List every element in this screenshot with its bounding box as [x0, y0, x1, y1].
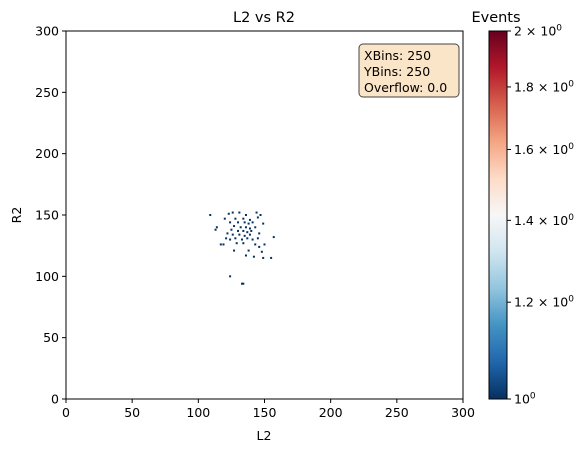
heatmap-cell: [230, 228, 233, 231]
colorbar-gradient: [489, 31, 507, 399]
heatmap-cell: [229, 221, 232, 224]
heatmap-cell: [258, 232, 261, 235]
info-box-background: [358, 43, 460, 98]
heatmap-cell: [233, 225, 236, 228]
heatmap-cell: [235, 242, 238, 245]
heatmap-cell: [229, 238, 232, 241]
colorbar-label: Events: [471, 10, 520, 26]
heatmap-cell: [242, 217, 245, 220]
chart-title: L2 vs R2: [233, 10, 295, 26]
heatmap-cell: [222, 243, 225, 246]
heatmap-cell: [229, 275, 232, 278]
heatmap-cell: [259, 214, 262, 216]
heatmap-cell: [227, 212, 230, 215]
y-tick-label: 200: [35, 146, 59, 161]
colorbar-tick-label: 1.2 × 100: [514, 295, 574, 310]
x-axis: 0 50 100 150 200 250 300: [62, 399, 475, 420]
heatmap-cell: [248, 218, 251, 221]
heatmap-cell: [231, 233, 234, 236]
heatmap-cell: [239, 226, 242, 229]
x-tick-label: 300: [451, 405, 475, 420]
x-tick-label: 100: [186, 405, 210, 420]
heatmap-cell: [242, 282, 245, 285]
heatmap-cell: [244, 214, 247, 216]
heatmap-cell: [255, 211, 258, 214]
heatmap-cell: [243, 234, 246, 237]
heatmap-cell: [247, 249, 250, 252]
info-line-overflow: Overflow: 0.0: [364, 80, 447, 95]
heatmap-cell: [254, 243, 257, 246]
heatmap-cell: [243, 221, 246, 224]
heatmap-cell: [223, 217, 226, 220]
heatmap-cell: [238, 233, 241, 236]
heatmap-cell: [256, 216, 259, 219]
heatmap-cell: [251, 221, 254, 224]
heatmap-cell: [209, 214, 212, 216]
y-tick-label: 300: [35, 24, 59, 39]
colorbar-ticks: 100 1.2 × 100 1.4 × 100 1.6 × 100 1.8 × 100 2…: [507, 24, 574, 407]
heatmap-cell: [219, 243, 222, 246]
heatmap-cell: [252, 255, 255, 258]
heatmap-cell: [242, 229, 245, 232]
heatmap-cell: [263, 243, 266, 246]
heatmap-cell: [244, 226, 247, 229]
heatmap-cell: [225, 237, 228, 240]
info-line-xbins: XBins: 250: [364, 48, 431, 63]
heatmap-cell: [270, 256, 273, 259]
x-tick-label: 250: [385, 405, 409, 420]
heatmap-cell: [262, 222, 265, 225]
x-tick-label: 200: [319, 405, 343, 420]
heatmap-cell: [241, 282, 243, 285]
heatmap-cell: [237, 221, 240, 224]
y-tick-label: 0: [51, 392, 59, 407]
colorbar-tick-label: 100: [514, 392, 536, 407]
y-tick-label: 250: [35, 85, 59, 100]
heatmap-cell: [246, 231, 249, 234]
y-tick-label: 50: [43, 330, 59, 345]
heatmap-cell: [272, 236, 275, 239]
heatmap-cell: [248, 227, 251, 230]
heatmap-cell: [251, 238, 254, 241]
heatmap-cell: [238, 211, 241, 214]
y-axis-label: R2: [9, 207, 24, 224]
heatmap-cell: [234, 217, 237, 220]
colorbar-tick-label: 2 × 100: [514, 24, 562, 39]
heatmap-cell: [262, 256, 265, 259]
heatmap-cell: [231, 211, 234, 214]
colorbar-tick-label: 1.6 × 100: [514, 142, 574, 157]
colorbar-tick-label: 1.8 × 100: [514, 79, 574, 94]
heatmap-cells: [209, 211, 275, 285]
colorbar-tick-label: 1.4 × 100: [514, 213, 574, 228]
y-tick-label: 100: [35, 269, 59, 284]
y-axis: 0 50 100 150 200 250 300: [35, 24, 66, 407]
heatmap-cell: [260, 250, 263, 253]
heatmap-cell: [214, 228, 217, 231]
heatmap-cell: [250, 229, 253, 232]
heatmap-cell: [256, 237, 259, 240]
x-tick-label: 150: [253, 405, 277, 420]
x-tick-label: 0: [62, 405, 70, 420]
heatmap-cell: [242, 242, 245, 245]
heatmap-cell: [254, 226, 257, 229]
x-axis-label: L2: [257, 428, 272, 443]
heatmap-cell: [247, 222, 250, 225]
colorbar-frame: [488, 30, 508, 400]
x-tick-label: 50: [124, 405, 140, 420]
heatmap-cell: [244, 254, 247, 257]
colorbar: Events 100 1.2 × 100 1.4 × 100 1.6 × 100 1.8…: [471, 10, 574, 407]
heatmap-cell: [241, 238, 243, 241]
info-box: XBins: 250 YBins: 250 Overflow: 0.0: [358, 43, 460, 98]
heatmap-cell: [246, 237, 249, 240]
heatmap-cell: [234, 237, 237, 240]
heatmap-cell: [258, 245, 261, 248]
heatmap-cell: [226, 232, 229, 235]
info-line-ybins: YBins: 250: [363, 64, 430, 79]
heatmap-cell: [215, 226, 218, 229]
y-tick-label: 150: [35, 208, 59, 223]
heatmap-cell: [248, 233, 251, 236]
heatmap-cell: [233, 249, 236, 252]
heatmap-cell: [237, 229, 240, 232]
